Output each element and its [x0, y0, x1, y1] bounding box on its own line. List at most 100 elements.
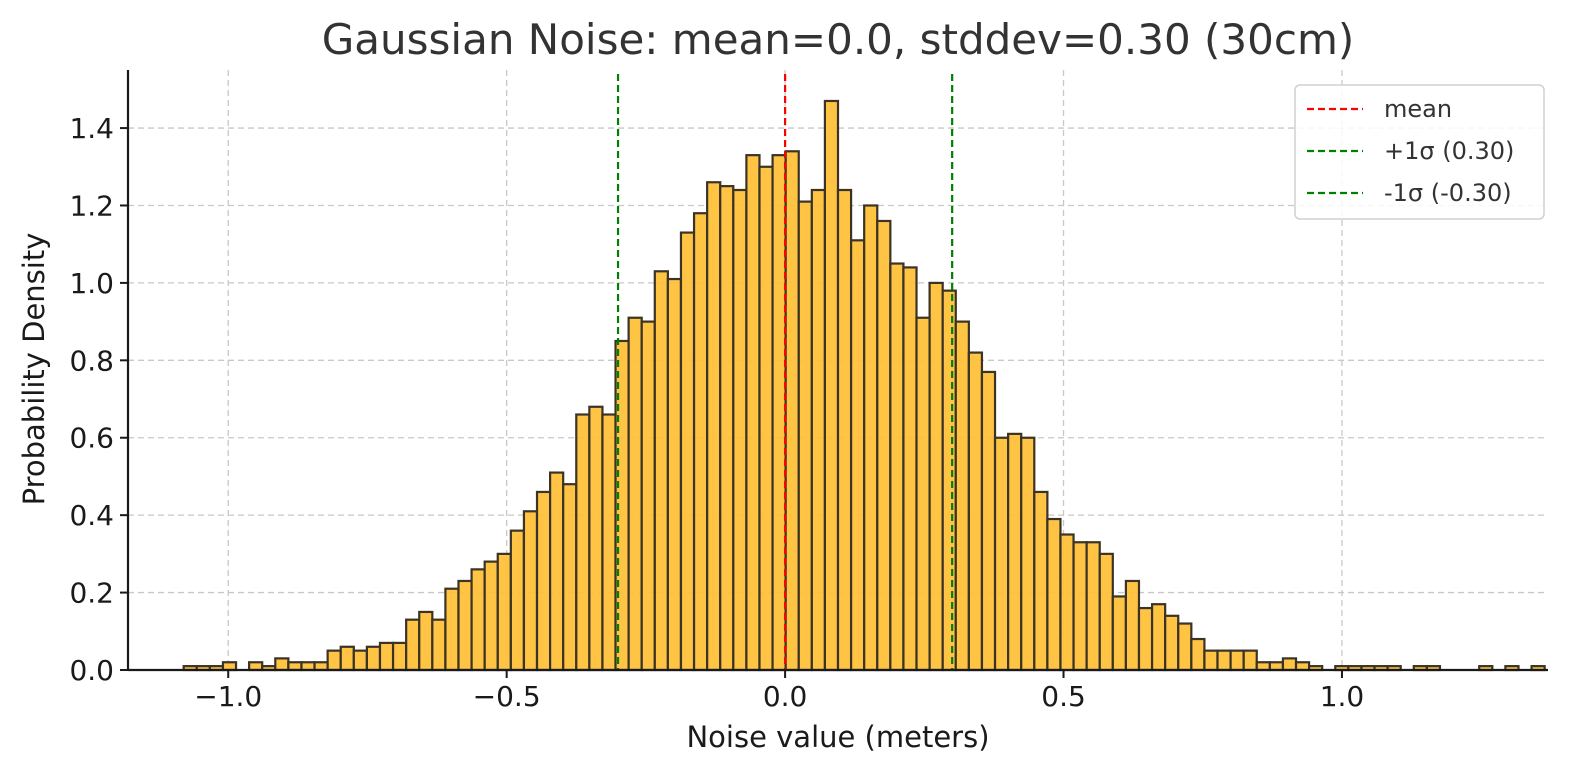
histogram-bar: [575, 413, 591, 672]
histogram-bar: [300, 661, 316, 672]
histogram-bar: [758, 165, 774, 672]
histogram-bar: [457, 579, 473, 672]
histogram-bar: [1007, 432, 1023, 672]
y-tick-label: 1.4: [69, 112, 114, 145]
histogram-bar: [1020, 436, 1036, 672]
histogram-bar: [1046, 517, 1062, 672]
histogram-bar: [915, 316, 931, 672]
histogram-bar: [876, 219, 892, 672]
histogram-bar: [535, 490, 552, 672]
histogram-bar: [431, 618, 447, 672]
histogram-bar: [470, 568, 486, 672]
y-tick-label: 0.6: [69, 422, 114, 455]
histogram-bar: [248, 661, 264, 672]
legend-label-mean: mean: [1384, 95, 1452, 123]
histogram-bar: [1190, 637, 1206, 672]
histogram-bar: [849, 239, 866, 672]
legend-label-plus-sigma: +1σ (0.30): [1384, 137, 1514, 165]
histogram-bar: [378, 641, 395, 672]
histogram-bar: [326, 649, 342, 672]
histogram-bar: [339, 645, 355, 672]
y-tick-label: 1.0: [69, 267, 114, 300]
histogram-bar: [562, 483, 578, 672]
histogram-bar: [1124, 579, 1141, 672]
histogram-bar: [1033, 490, 1049, 672]
histogram-bar: [1242, 649, 1258, 672]
x-tick-label: 0.5: [1041, 680, 1086, 713]
y-tick-label: 0.2: [69, 577, 114, 610]
histogram-bar: [444, 587, 460, 672]
histogram-bar: [980, 370, 997, 672]
histogram-bar: [1059, 533, 1075, 672]
histogram-bar: [509, 529, 526, 672]
histogram-bar: [640, 320, 656, 672]
histogram-bar: [666, 277, 683, 672]
histogram-bar: [902, 266, 918, 672]
histogram-bar: [836, 188, 853, 672]
histogram-bar: [391, 641, 408, 672]
histogram-bar: [653, 270, 669, 672]
histogram-bar: [1255, 661, 1271, 672]
histogram-bar: [1294, 661, 1311, 672]
histogram-bar: [797, 200, 813, 672]
histogram-bar: [706, 181, 722, 672]
x-axis-ticks: −1.0 −0.5 0.0 0.5 1.0: [194, 670, 1364, 713]
histogram-bar: [627, 316, 643, 672]
histogram-bar: [1072, 541, 1088, 672]
histogram-bar: [1111, 595, 1127, 672]
y-tick-label: 0.4: [69, 499, 114, 532]
histogram-bar: [993, 436, 1010, 672]
histogram-bar: [941, 289, 957, 672]
histogram-bar: [418, 610, 434, 672]
histogram-bar: [365, 645, 382, 672]
legend-label-minus-sigma: -1σ (-0.30): [1384, 179, 1512, 207]
histogram-bar: [1085, 541, 1101, 672]
histogram-bar: [1098, 552, 1114, 672]
y-axis-label: Probability Density: [17, 233, 51, 506]
histogram-bar: [1216, 649, 1232, 672]
histogram-bar: [496, 552, 512, 672]
x-tick-label: 1.0: [1320, 680, 1365, 713]
histogram-bar: [679, 231, 696, 672]
histogram-bar: [732, 188, 748, 672]
histogram-bar: [784, 150, 800, 672]
histogram-bar: [405, 618, 421, 672]
y-axis-ticks: 0.0 0.2 0.4 0.6 0.8 1.0 1.2 1.4: [69, 112, 128, 687]
histogram-bar: [1268, 661, 1285, 672]
x-tick-label: 0.0: [763, 680, 808, 713]
legend: mean +1σ (0.30) -1σ (-0.30): [1294, 84, 1545, 220]
histogram-bar: [745, 154, 761, 672]
histogram-bar: [889, 262, 905, 672]
histogram-bar: [692, 212, 709, 672]
histogram-bar: [863, 204, 879, 672]
histogram-bar: [287, 661, 303, 672]
histogram-bar: [483, 560, 499, 672]
histogram-bar: [810, 188, 827, 672]
histogram-bar: [1177, 622, 1193, 672]
histogram-bar: [771, 154, 787, 672]
histogram-bar: [588, 405, 604, 672]
legend-entry-minus-sigma: -1σ (-0.30): [1307, 179, 1512, 207]
histogram-bar: [549, 471, 565, 672]
y-tick-label: 0.0: [69, 654, 114, 687]
histogram-bar: [274, 657, 290, 672]
histogram-bar: [1137, 606, 1154, 672]
reference-lines: [616, 74, 954, 670]
histogram-bar: [522, 510, 539, 672]
histogram-bar: [967, 351, 984, 672]
histogram-bar: [954, 320, 970, 672]
histogram-bar: [1281, 657, 1298, 672]
histogram-bar: [352, 649, 368, 672]
x-tick-label: −0.5: [473, 680, 541, 713]
axes: [126, 70, 1548, 672]
histogram-bar: [1164, 614, 1180, 672]
x-tick-label: −1.0: [194, 680, 262, 713]
histogram-bar: [601, 413, 617, 672]
legend-entry-plus-sigma: +1σ (0.30): [1307, 137, 1514, 165]
legend-entry-mean: mean: [1307, 95, 1452, 123]
y-tick-label: 1.2: [69, 189, 114, 222]
chart-title: Gaussian Noise: mean=0.0, stddev=0.30 (3…: [322, 15, 1355, 64]
x-axis-label: Noise value (meters): [686, 720, 989, 754]
histogram-bar: [313, 661, 329, 672]
